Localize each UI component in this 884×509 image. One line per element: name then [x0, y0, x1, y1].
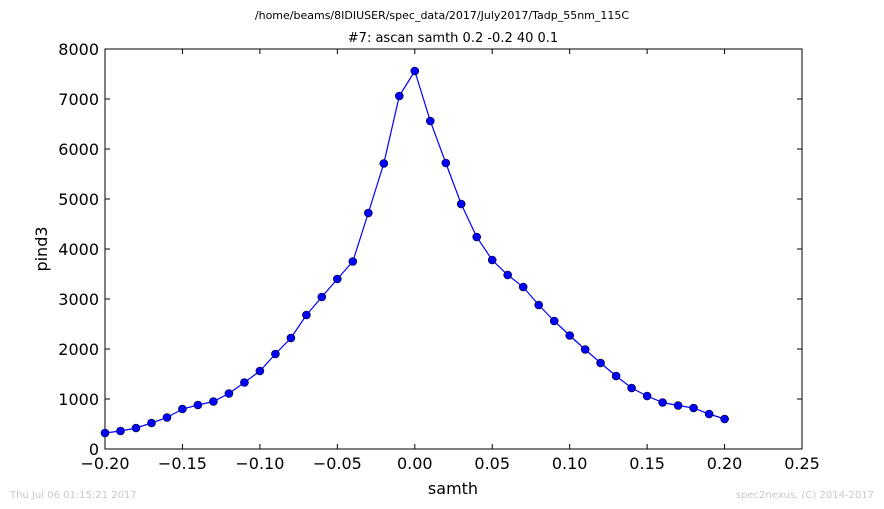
data-point: [224, 389, 234, 398]
data-point: [162, 413, 172, 422]
data-point: [425, 116, 435, 126]
data-point: [271, 349, 280, 359]
y-tick-label: 0: [89, 440, 99, 459]
data-point: [302, 310, 311, 320]
data-point: [673, 401, 683, 410]
x-tick-label: −0.05: [313, 454, 362, 473]
data-point: [518, 282, 528, 292]
data-point: [363, 208, 373, 218]
data-point: [100, 428, 110, 438]
y-tick-label: 1000: [58, 390, 99, 409]
data-point: [178, 404, 187, 414]
y-tick-label: 6000: [58, 140, 99, 159]
data-point: [658, 398, 667, 407]
data-point: [240, 378, 249, 387]
data-point: [472, 232, 482, 242]
x-tick-label: −0.20: [80, 454, 129, 473]
data-point: [503, 270, 513, 280]
data-point: [410, 66, 420, 76]
data-point: [689, 403, 698, 413]
data-point: [642, 391, 652, 401]
chart-suptitle: /home/beams/8IDIUSER/spec_data/2017/July…: [255, 9, 630, 22]
x-axis: −0.20 −0.15 −0.10 −0.05 0.00 0.05 0.10 0.15 0.20…: [80, 49, 820, 473]
data-point: [565, 331, 575, 340]
y-tick-label: 8000: [58, 40, 99, 59]
x-tick-label: 0.10: [552, 454, 588, 473]
data-point: [549, 316, 559, 326]
x-tick-label: 0.20: [707, 454, 743, 473]
y-tick-label: 3000: [58, 290, 99, 309]
data-point: [487, 255, 497, 265]
y-axis-label: pind3: [32, 226, 51, 271]
y-tick-label: 2000: [58, 340, 99, 359]
x-tick-label: 0.25: [784, 454, 820, 473]
y-tick-label: 7000: [58, 90, 99, 109]
data-point: [116, 426, 125, 436]
series-group: [100, 66, 729, 438]
data-point: [147, 418, 156, 428]
x-tick-label: 0.05: [474, 454, 510, 473]
data-point: [348, 257, 358, 266]
data-point: [255, 366, 265, 376]
y-tick-label: 5000: [58, 190, 99, 209]
data-point: [720, 414, 729, 424]
series-line: [104, 69, 725, 434]
data-point: [627, 383, 636, 393]
footer-credit: spec2nexus, (C) 2014-2017: [736, 490, 874, 501]
data-point: [332, 274, 342, 284]
data-point: [534, 300, 544, 310]
data-point: [596, 358, 605, 368]
data-point: [193, 400, 203, 410]
y-axis: 0 1000 2000 3000 4000 5000 6000 7000 8000: [58, 40, 802, 459]
data-point: [580, 345, 590, 354]
x-tick-label: −0.15: [158, 454, 207, 473]
data-point: [379, 159, 389, 168]
x-tick-label: 0.15: [629, 454, 665, 473]
data-point: [209, 397, 218, 406]
chart-title: #7: ascan samth 0.2 -0.2 40 0.1: [348, 31, 558, 46]
data-point: [704, 409, 714, 419]
x-tick-label: 0.00: [397, 454, 433, 473]
data-point: [394, 91, 404, 101]
footer-timestamp: Thu Jul 06 01:15:21 2017: [9, 490, 137, 501]
y-tick-label: 4000: [58, 240, 99, 259]
data-point: [286, 333, 296, 343]
plot-area-frame: [104, 48, 803, 450]
data-point: [611, 371, 621, 381]
data-point: [131, 423, 141, 433]
x-tick-label: −0.10: [235, 454, 284, 473]
data-point: [456, 199, 466, 209]
x-axis-label: samth: [428, 479, 478, 498]
data-point: [441, 158, 451, 168]
data-point: [317, 292, 327, 302]
